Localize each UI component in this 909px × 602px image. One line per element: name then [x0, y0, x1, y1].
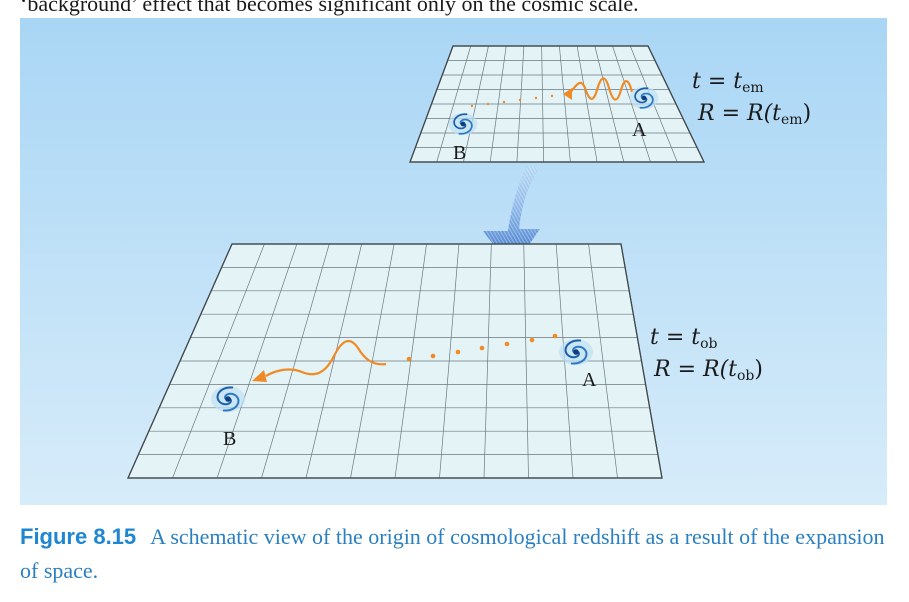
galaxy-arm [564, 339, 582, 359]
galaxy-icon [629, 86, 659, 110]
top-scale-label: R = R(tem) [697, 101, 811, 128]
bottom-galaxy-a-label: A [582, 369, 597, 391]
bottom-plane: A B t = tob R = R(tob) [127, 243, 763, 479]
figure-caption: Figure 8.15 A schematic view of the origi… [20, 520, 890, 588]
top-plane: A B t = tem R = R(tem) [409, 45, 811, 164]
bottom-time-label: t = tob [650, 325, 718, 352]
galaxy-core [225, 396, 231, 402]
galaxy-arm [453, 113, 468, 130]
galaxy-arm [216, 386, 234, 406]
galaxy-core [460, 121, 466, 127]
top-time-label: t = tem [692, 69, 764, 96]
galaxy-arm [570, 345, 588, 365]
bottom-galaxy-b-label: B [223, 428, 236, 450]
intro-text: ‘background’ effect that becomes signifi… [20, 0, 639, 16]
top-photon-arrowhead [563, 88, 572, 100]
bottom-scale-label: R = R(tob) [653, 357, 763, 384]
figure-panel: A B t = tem R = R(tem) A B t = tob R = R… [20, 18, 887, 505]
expansion-diagram: A B t = tem R = R(tem) A B t = tob R = R… [20, 18, 887, 505]
galaxy-arm [634, 87, 649, 104]
galaxy-core [641, 95, 647, 101]
galaxy-arm [222, 392, 240, 412]
bottom-photon-arrowhead [252, 370, 267, 382]
top-plane-border [409, 45, 705, 163]
galaxy-icon [559, 339, 593, 365]
figure-label: Figure 8.15 [20, 524, 137, 549]
galaxy-arm [458, 118, 473, 135]
top-galaxy-a-label: A [632, 119, 647, 141]
caption-text: A schematic view of the origin of cosmol… [20, 524, 885, 583]
galaxy-icon [448, 112, 478, 136]
top-plane-grid [415, 45, 697, 163]
galaxy-arm [639, 92, 654, 109]
galaxy-core [573, 349, 579, 355]
bottom-plane-border [127, 243, 663, 479]
bottom-plane-grid [138, 243, 658, 479]
expansion-arrow [483, 166, 541, 269]
bottom-photon-trail [406, 333, 558, 362]
top-photon-wave [568, 77, 634, 101]
top-galaxy-b-label: B [453, 142, 466, 164]
bottom-photon-wave [265, 339, 387, 377]
top-photon-trail [470, 94, 554, 108]
galaxy-icon [211, 386, 245, 412]
